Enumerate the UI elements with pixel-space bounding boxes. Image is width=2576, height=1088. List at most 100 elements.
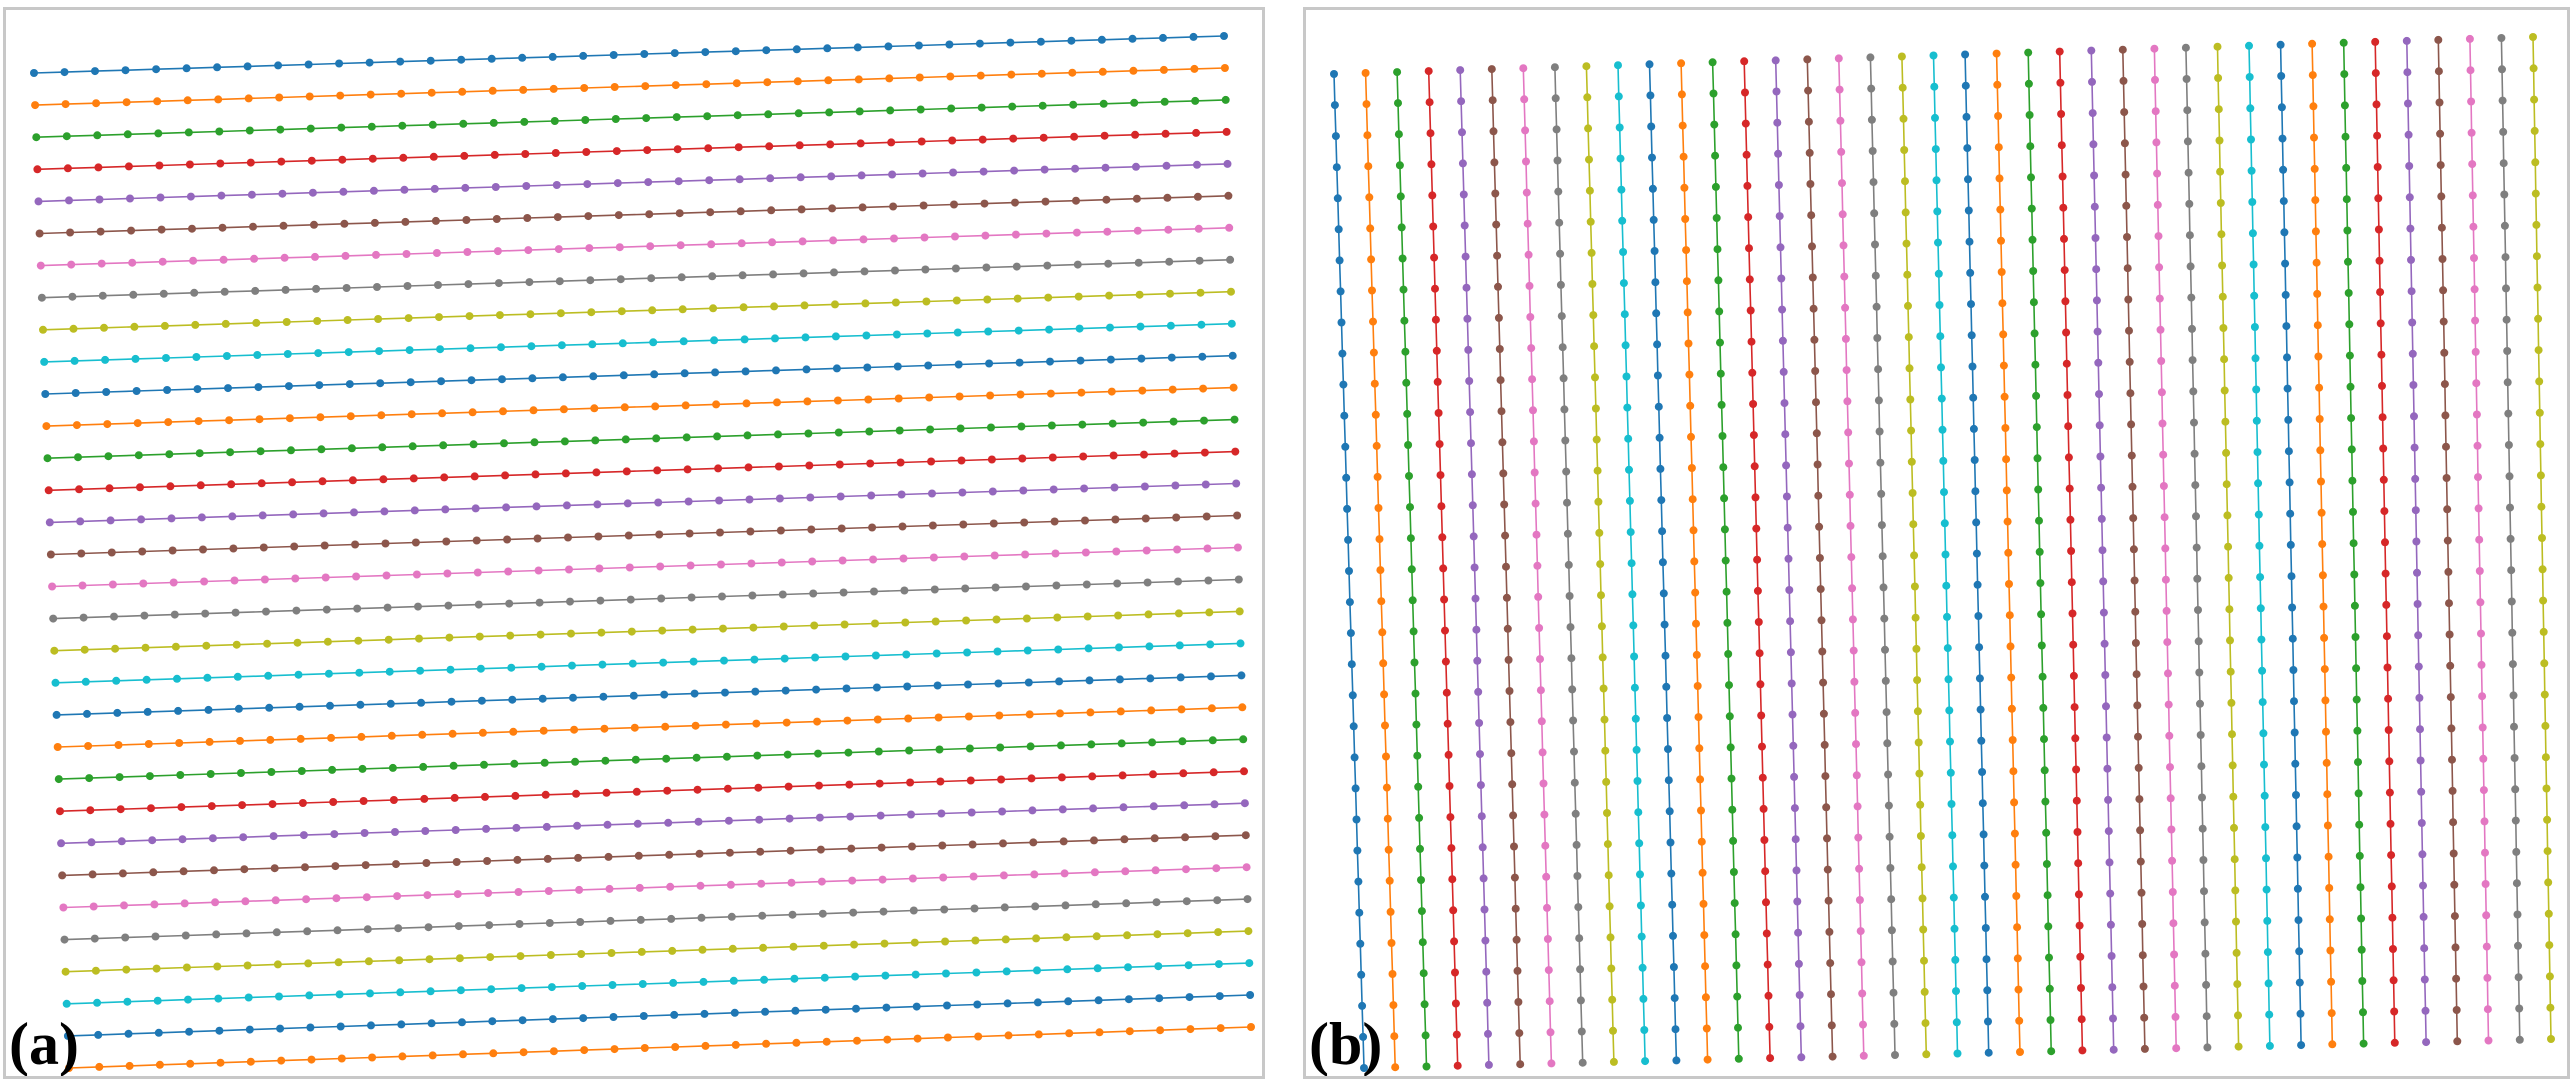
panel-b-series-20-point xyxy=(1952,1018,1961,1027)
panel-b-series-38-point xyxy=(2506,534,2515,543)
panel-b-series-31-point xyxy=(2277,103,2286,112)
panel-a-series-22-point xyxy=(661,722,670,731)
panel-a-series-13-point xyxy=(408,442,417,451)
panel-a-series-21-point xyxy=(812,685,821,694)
panel-b-series-27-point xyxy=(2169,919,2178,928)
panel-a-series-26-line xyxy=(62,834,1246,877)
panel-a-series-12-point xyxy=(468,408,477,417)
panel-b-series-37-point xyxy=(2481,880,2490,888)
panel-a-series-27-point xyxy=(1242,863,1251,872)
panel-b-series-33-point xyxy=(2350,570,2359,579)
panel-a-horizontal-lines: (a) xyxy=(3,7,1265,1079)
panel-a-series-27-point xyxy=(271,896,280,905)
panel-b-series-5-point xyxy=(1483,998,1492,1007)
panel-a-series-4-point xyxy=(887,138,896,147)
panel-b-series-19-point xyxy=(1917,863,1926,872)
panel-b-series-18-point xyxy=(1890,1019,1899,1028)
panel-a-series-18-point xyxy=(1082,580,1091,589)
panel-b-series-12-point xyxy=(1687,432,1695,441)
panel-b-series-22-point xyxy=(2005,580,2013,588)
panel-b-series-24-point xyxy=(2055,47,2064,56)
panel-a-series-8-point xyxy=(677,273,686,282)
panel-a-series-27-point xyxy=(1151,866,1160,875)
panel-b-series-22-point xyxy=(2005,611,2014,620)
panel-b-series-7-point xyxy=(1521,126,1530,135)
panel-b-series-38-point xyxy=(2509,691,2518,700)
panel-a-series-32-point xyxy=(1065,1029,1074,1038)
panel-a-series-16-point xyxy=(472,536,481,545)
panel-b-series-17-point xyxy=(1841,334,1850,343)
panel-b-series-36-point xyxy=(2434,67,2443,76)
panel-a-series-23-point xyxy=(874,747,883,756)
panel-a-series-11-point xyxy=(193,385,202,394)
panel-b-series-2-point xyxy=(1373,472,1382,481)
panel-a-series-16-point xyxy=(320,541,329,550)
panel-a-series-1-point xyxy=(701,48,710,57)
panel-b-series-32-point xyxy=(2320,665,2329,674)
panel-b-series-4-point xyxy=(1451,968,1459,977)
panel-a-series-6-point xyxy=(858,203,867,212)
panel-a-series-16-point xyxy=(807,525,816,534)
panel-a-series-8-point xyxy=(830,268,838,277)
panel-b-series-25-point xyxy=(2099,608,2108,617)
panel-b-series-15-point xyxy=(1781,430,1790,439)
panel-b-series-1-point xyxy=(1333,194,1342,203)
panel-b-series-35-point xyxy=(2403,68,2412,77)
panel-a-series-31-point xyxy=(94,1030,103,1039)
panel-a-series-16-point xyxy=(868,523,877,532)
panel-a-series-27-point xyxy=(1060,869,1069,878)
panel-b-series-34-point xyxy=(2387,882,2396,891)
panel-b-series-7-point xyxy=(1536,686,1545,695)
panel-b-series-6-point xyxy=(1512,935,1521,944)
panel-b-series-36-point xyxy=(2450,880,2459,889)
panel-b-series-9-point xyxy=(1604,871,1613,880)
panel-b-series-30-point xyxy=(2262,885,2271,894)
panel-a-series-4-point xyxy=(826,140,835,149)
panel-a-series-20-point xyxy=(537,662,546,671)
panel-b-series-14-point xyxy=(1746,306,1755,315)
panel-b-series-16-point xyxy=(1809,304,1818,313)
panel-b-series-8-point xyxy=(1563,498,1571,507)
panel-a-series-26-point xyxy=(88,870,97,879)
panel-a-series-17-line xyxy=(52,546,1238,588)
panel-a-series-18-point xyxy=(718,592,726,601)
panel-a-series-32-point xyxy=(731,1040,740,1049)
panel-a-series-31-point xyxy=(458,1018,466,1027)
panel-a-series-1-point xyxy=(213,63,222,72)
panel-b-series-14-point xyxy=(1742,150,1751,159)
panel-a-series-10-point xyxy=(1014,326,1023,335)
panel-b-series-26-point xyxy=(2130,576,2139,585)
panel-a-series-30-point xyxy=(275,992,283,1001)
panel-b-series-17-point xyxy=(1834,54,1843,63)
panel-b-series-31-point xyxy=(2281,259,2290,268)
panel-b-series-6-point xyxy=(1497,407,1506,416)
panel-a-series-28-point xyxy=(940,905,949,914)
panel-a-series-24-point xyxy=(602,788,611,797)
panel-b-series-6-point xyxy=(1510,842,1518,851)
panel-b-series-36-point xyxy=(2445,599,2453,608)
panel-b-series-13-point xyxy=(1731,930,1740,939)
panel-b-series-2-point xyxy=(1386,907,1395,916)
panel-a-series-30-point xyxy=(62,999,71,1008)
panel-b-series-22-point xyxy=(1996,205,2005,214)
panel-a-series-1-point xyxy=(1220,32,1228,40)
panel-a-series-11-point xyxy=(467,376,476,385)
panel-a-series-5-point xyxy=(674,177,683,186)
panel-b-series-4-point xyxy=(1445,782,1454,790)
panel-b-series-13-point xyxy=(1733,992,1742,1001)
panel-a-series-32-point xyxy=(762,1039,771,1048)
panel-a-series-32-point xyxy=(125,1061,134,1070)
panel-a-series-14-point xyxy=(318,477,327,486)
panel-a-series-7-point xyxy=(463,248,472,256)
panel-a-series-12-point xyxy=(712,400,721,409)
panel-a-series-30-point xyxy=(184,995,192,1004)
panel-b-series-10-point xyxy=(1635,839,1644,848)
panel-a-series-4-point xyxy=(856,139,865,148)
panel-b-series-35-point xyxy=(2418,850,2427,859)
panel-a-series-13-point xyxy=(1017,422,1026,431)
panel-a-series-7-point xyxy=(951,232,959,241)
panel-b-series-9-point xyxy=(1597,622,1606,631)
panel-a-series-23-point xyxy=(388,763,397,772)
panel-b-series-22-point xyxy=(1997,236,2005,245)
panel-b-series-8-point xyxy=(1576,965,1585,974)
